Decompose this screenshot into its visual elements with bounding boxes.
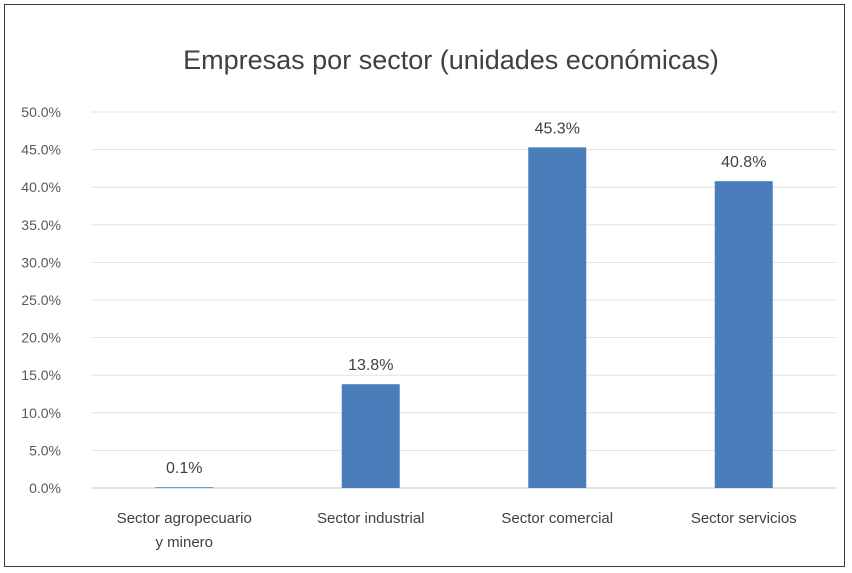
x-category-label: Sector industrial: [317, 510, 425, 527]
data-label: 13.8%: [348, 357, 393, 374]
data-labels: 0.1% 13.8% 45.3% 40.8%: [166, 120, 766, 477]
y-tick-label: 50.0%: [21, 104, 61, 120]
y-tick-label: 0.0%: [29, 480, 61, 496]
bar-chart: Empresas por sector (unidades económicas…: [21, 45, 837, 551]
bar: [528, 147, 587, 488]
y-tick-label: 10.0%: [21, 405, 61, 421]
bar: [714, 181, 773, 488]
y-tick-label: 5.0%: [29, 442, 61, 458]
chart-frame: Empresas por sector (unidades económicas…: [4, 4, 845, 567]
y-tick-label: 45.0%: [21, 142, 61, 158]
data-label: 40.8%: [721, 154, 766, 171]
bar: [155, 487, 214, 488]
x-category-label: Sector agropecuario y minero: [117, 510, 252, 551]
y-tick-label: 20.0%: [21, 330, 61, 346]
x-axis-category-labels: Sector agropecuario y minero Sector indust…: [117, 510, 797, 551]
gridlines: [91, 111, 837, 489]
x-category-label: Sector servicios: [691, 510, 797, 527]
bars: [155, 147, 773, 488]
y-tick-label: 15.0%: [21, 367, 61, 383]
y-tick-label: 35.0%: [21, 217, 61, 233]
bar: [341, 384, 400, 488]
chart-title: Empresas por sector (unidades económicas…: [183, 45, 719, 75]
y-tick-label: 40.0%: [21, 179, 61, 195]
x-category-label: Sector comercial: [501, 510, 613, 527]
data-label: 0.1%: [166, 460, 202, 477]
y-tick-label: 30.0%: [21, 254, 61, 270]
data-label: 45.3%: [535, 120, 580, 137]
y-tick-label: 25.0%: [21, 292, 61, 308]
y-axis-tick-labels: 0.0% 5.0% 10.0% 15.0% 20.0% 25.0% 30.0% 35.0% 40…: [21, 104, 61, 496]
